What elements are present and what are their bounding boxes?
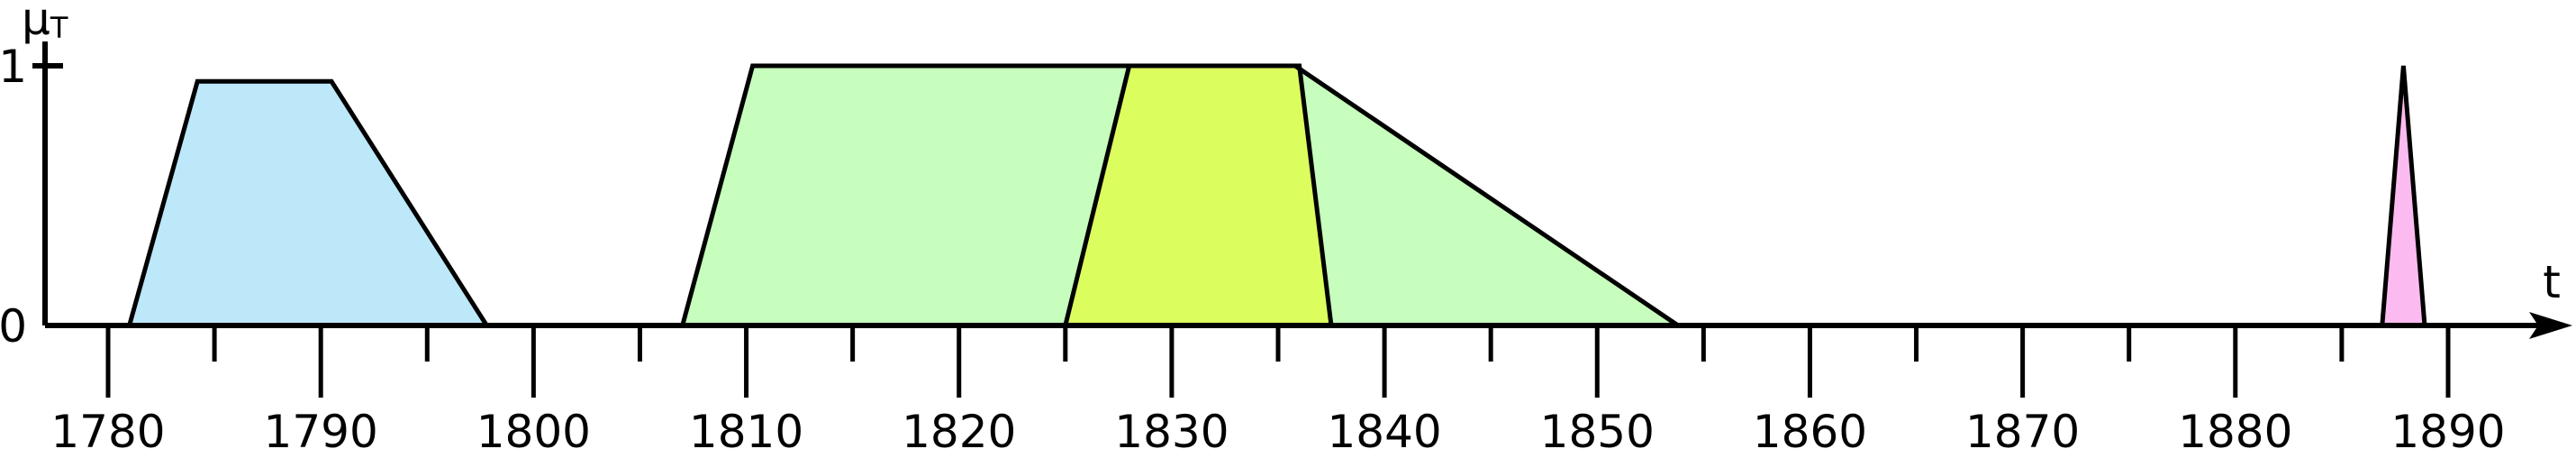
x-tick-label: 1780 [50,406,165,449]
y-tick-label: 0 [0,300,27,353]
y-tick-label: 1 [0,41,27,93]
x-axis-title: t [2543,256,2561,308]
series-4-area [2381,66,2425,325]
y-axis-title-subscript: T [50,11,68,45]
series-3-area [1065,66,1331,325]
series-2-outline [680,63,1680,328]
membership-areas [129,66,2425,326]
x-tick-label: 1790 [264,406,378,449]
y-axis-title: μT [22,0,68,45]
x-tick-label: 1830 [1114,406,1229,449]
x-tick-label: 1810 [689,406,803,449]
x-tick-label: 1860 [1753,406,1867,449]
axes [32,41,2572,398]
x-tick-label: 1870 [1965,406,2080,449]
membership-outlines [127,63,2427,328]
x-tick-label: 1850 [1540,406,1655,449]
series-3-outline [1063,63,1334,326]
series-1-outline [127,78,489,327]
series-1-area [129,81,487,326]
y-axis-title-symbol: μ [22,0,50,45]
x-tick-label: 1840 [1327,406,1441,449]
x-tick-label: 1800 [476,406,591,449]
x-tick-label: 1880 [2178,406,2292,449]
x-tick-label: 1820 [902,406,1016,449]
series-4-outline [2380,65,2427,326]
x-tick-label: 1890 [2390,406,2505,449]
x-axis-arrowhead [2529,312,2572,339]
